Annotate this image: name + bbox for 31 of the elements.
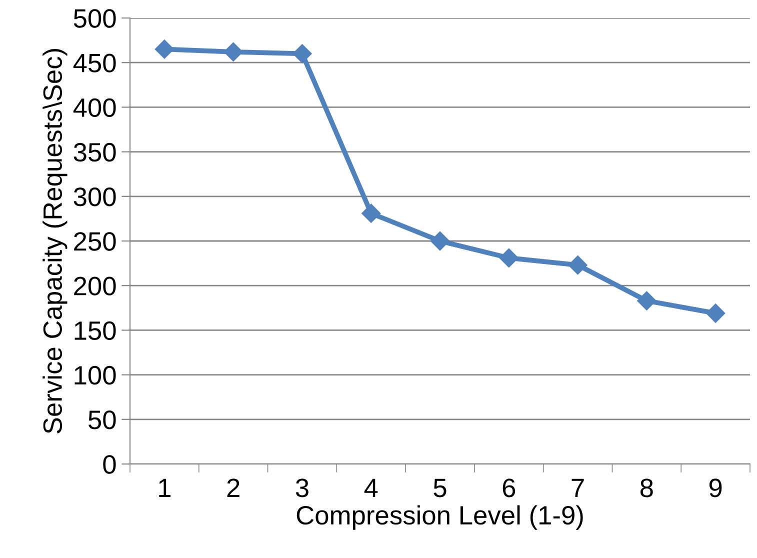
y-tick-label: 450 bbox=[73, 54, 116, 72]
point bbox=[362, 204, 381, 223]
point bbox=[637, 291, 656, 310]
point bbox=[499, 248, 518, 268]
point bbox=[154, 40, 174, 59]
x-tick-label: 3 bbox=[296, 478, 308, 498]
point bbox=[568, 256, 588, 275]
y-tick-label: 150 bbox=[74, 321, 116, 340]
point bbox=[292, 44, 312, 64]
y-tick-label: 300 bbox=[74, 188, 116, 206]
y-tick-label: 500 bbox=[74, 9, 116, 28]
point bbox=[430, 231, 450, 251]
y-tick-label: 100 bbox=[74, 366, 116, 385]
y-tick-label: 250 bbox=[74, 232, 116, 251]
y-tick-label: 0 bbox=[103, 455, 116, 474]
x-tick-label: 8 bbox=[640, 478, 653, 498]
y-axis-title: Service Capacity (Requests\Sec) bbox=[42, 49, 68, 434]
y-tick-label: 400 bbox=[73, 98, 116, 118]
y-tick-label: 350 bbox=[74, 142, 116, 162]
point bbox=[224, 42, 243, 62]
x-tick-label: 1 bbox=[159, 478, 170, 498]
x-tick-label: 4 bbox=[364, 478, 378, 498]
y-tick-label: 50 bbox=[88, 410, 116, 430]
x-tick-label: 6 bbox=[502, 478, 516, 498]
point bbox=[706, 304, 726, 323]
x-tick-label: 2 bbox=[227, 478, 240, 498]
x-axis-title: Compression Level (1-9) bbox=[296, 505, 583, 530]
x-tick-label: 7 bbox=[572, 478, 584, 498]
y-tick-label: 200 bbox=[74, 276, 116, 296]
x-tick-label: 9 bbox=[709, 478, 722, 498]
x-tick-label: 5 bbox=[434, 478, 446, 498]
